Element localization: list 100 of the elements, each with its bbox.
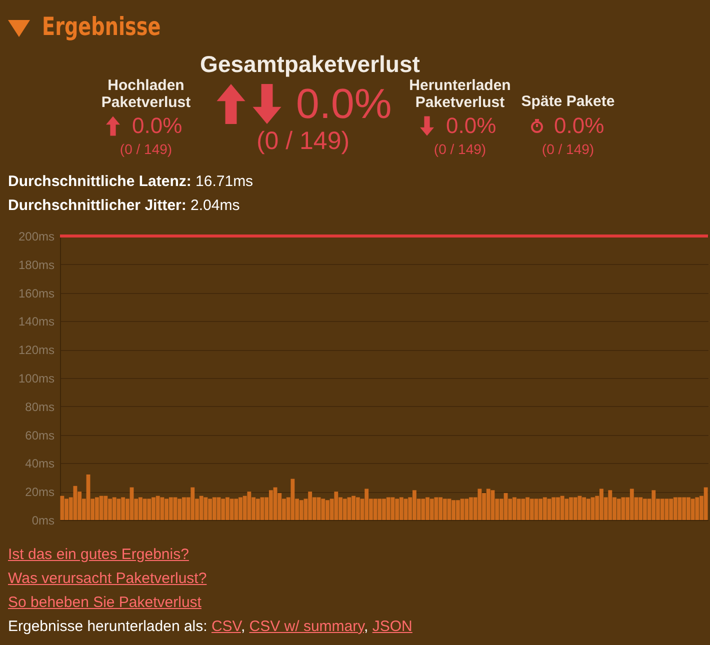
- bar: [390, 497, 395, 520]
- bar: [412, 490, 416, 520]
- bar: [621, 497, 626, 520]
- bar: [373, 498, 378, 520]
- bar: [142, 498, 147, 520]
- bar: [268, 490, 273, 520]
- bar: [573, 497, 578, 520]
- bar: [204, 497, 208, 520]
- text: Was verursacht Paketverlust?: [8, 570, 207, 587]
- bar: [399, 497, 404, 520]
- bar: [552, 497, 556, 520]
- bar: [478, 488, 482, 520]
- bar: [221, 498, 226, 520]
- bar: [290, 478, 295, 520]
- bar: [616, 498, 621, 520]
- bar: [434, 497, 438, 520]
- bar: [256, 498, 260, 520]
- text: (0 / 149): [256, 127, 350, 156]
- bar: [99, 496, 104, 520]
- bar: [234, 498, 238, 520]
- bar: [564, 498, 569, 520]
- bar: [364, 488, 369, 520]
- bar: [516, 498, 521, 520]
- bar: [168, 497, 173, 520]
- bar: [112, 497, 116, 520]
- bar: [673, 497, 678, 520]
- bar: [378, 498, 382, 520]
- bar: [686, 497, 690, 520]
- bar: [421, 498, 426, 520]
- text: Hochladen Paketverlust: [101, 77, 191, 111]
- y-tick-label: 200ms: [18, 230, 54, 244]
- y-tick-label: 120ms: [18, 343, 54, 358]
- bar: [156, 496, 160, 520]
- bar: [638, 497, 643, 520]
- text: Gesamtpaketverlust: [200, 51, 420, 77]
- bar: [586, 498, 590, 520]
- bar: [608, 490, 612, 520]
- text: 0.0%: [132, 113, 182, 139]
- bar: [538, 498, 543, 520]
- text: Ist das ein gutes Ergebnis?: [8, 546, 189, 563]
- y-tick-label: 0ms: [32, 514, 54, 528]
- text: Herunterladen Paketverlust: [409, 77, 511, 111]
- y-tick-label: 140ms: [18, 314, 54, 329]
- bar: [560, 496, 564, 520]
- bar: [356, 497, 360, 520]
- text: (0 / 149): [434, 141, 486, 157]
- bar: [104, 496, 108, 520]
- bar: [86, 474, 90, 520]
- bar: [578, 496, 582, 520]
- bar: [160, 497, 164, 520]
- bar: [464, 498, 469, 520]
- bar: [456, 500, 460, 520]
- bar: [630, 488, 634, 520]
- bar: [486, 488, 490, 520]
- bar: [230, 498, 234, 520]
- bar: [660, 498, 664, 520]
- bar: [352, 496, 356, 520]
- bar: [212, 497, 216, 520]
- bar: [521, 498, 526, 520]
- bar: [490, 490, 495, 520]
- bar: [430, 498, 434, 520]
- bar: [190, 487, 195, 520]
- bar: [695, 497, 700, 520]
- bar: [404, 498, 408, 520]
- bar: [116, 498, 121, 520]
- bar: [299, 500, 304, 520]
- bar: [386, 497, 390, 520]
- bar: [225, 497, 230, 520]
- y-tick-label: 40ms: [25, 456, 54, 471]
- bar: [242, 496, 247, 520]
- bar: [247, 492, 252, 520]
- bar: [178, 498, 182, 520]
- bar: [530, 498, 534, 520]
- text: So beheben Sie Paketverlust: [8, 594, 202, 611]
- bar: [321, 498, 326, 520]
- y-tick-label: 180ms: [18, 258, 54, 272]
- bar: [504, 493, 508, 520]
- text: (0 / 149): [120, 141, 172, 157]
- bar: [547, 498, 552, 520]
- bar: [147, 498, 152, 520]
- text: 0.0%: [554, 113, 604, 139]
- text: Späte Pakete: [521, 93, 615, 110]
- bar: [442, 498, 447, 520]
- bar: [342, 498, 347, 520]
- text: Durchschnittlicher Jitter: 2.04ms: [8, 197, 240, 214]
- bar: [542, 497, 547, 520]
- bar: [534, 498, 538, 520]
- bar: [334, 492, 338, 520]
- text: (0 / 149): [542, 141, 594, 157]
- bar: [121, 497, 126, 520]
- bar: [642, 498, 647, 520]
- bar: [704, 487, 708, 520]
- bar: [452, 500, 456, 520]
- text: 0.0%: [296, 80, 392, 128]
- text: 0.0%: [446, 113, 496, 139]
- bar: [664, 498, 669, 520]
- bar: [447, 498, 452, 520]
- y-tick-label: 60ms: [25, 428, 54, 442]
- bar: [652, 490, 656, 520]
- y-tick-label: 80ms: [25, 400, 54, 414]
